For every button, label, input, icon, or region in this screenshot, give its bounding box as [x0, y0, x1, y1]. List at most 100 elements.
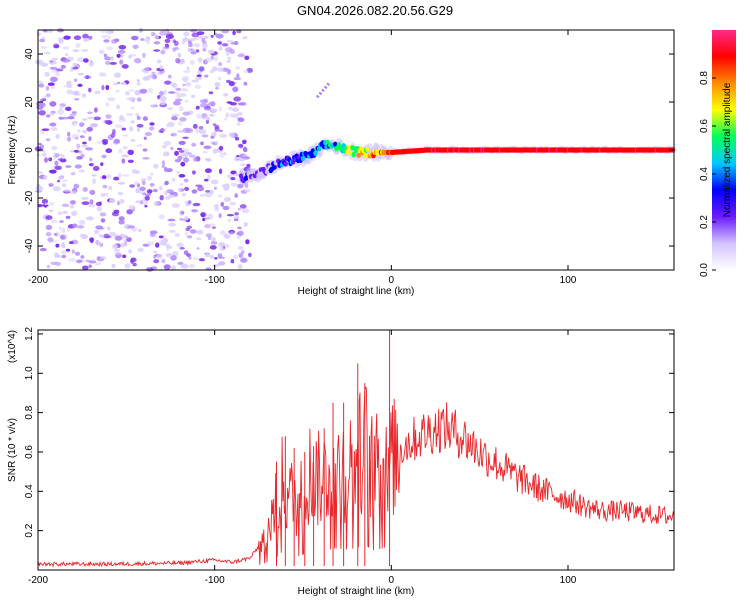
noise-speck [165, 253, 173, 258]
noise-speck [217, 253, 223, 259]
noise-speck [223, 186, 230, 191]
noise-speck [94, 229, 100, 234]
noise-speck [241, 257, 247, 262]
noise-speck [45, 232, 52, 237]
noise-speck [36, 32, 42, 36]
noise-speck [164, 180, 169, 186]
noise-speck [159, 186, 163, 190]
noise-speck [144, 204, 148, 208]
noise-speck [48, 112, 55, 116]
noise-speck [82, 187, 88, 192]
snr-series-line [37, 386, 675, 568]
noise-speck [108, 231, 117, 237]
noise-speck [69, 205, 75, 209]
noise-speck [75, 136, 79, 140]
spec-xtick-label: 100 [560, 275, 577, 286]
noise-speck [194, 76, 203, 80]
colorbar: 0.0 0.2 0.4 0.6 0.8 Normalized spectral ampl… [699, 30, 736, 277]
noise-speck [58, 38, 64, 44]
noise-speck [237, 264, 243, 270]
noise-speck [198, 126, 204, 130]
noise-speck [183, 157, 190, 163]
noise-speck [47, 237, 54, 242]
noise-speck [242, 36, 248, 40]
noise-speck [232, 30, 236, 36]
noise-speck [233, 215, 240, 219]
noise-speck [153, 259, 160, 264]
noise-speck [122, 254, 127, 259]
noise-speck [212, 263, 220, 268]
noise-speck [80, 255, 85, 259]
noise-speck [186, 225, 193, 229]
noise-speck [188, 42, 193, 48]
noise-speck [130, 139, 136, 142]
snr-y-label: SNR (10 * v/v) [7, 418, 18, 482]
noise-speck [109, 61, 117, 65]
noise-speck [177, 155, 183, 160]
noise-speck [43, 175, 48, 181]
noise-speck [215, 140, 219, 146]
noise-speck [176, 170, 180, 174]
noise-speck [174, 98, 183, 102]
noise-speck [218, 47, 223, 51]
noise-speck [204, 217, 211, 220]
noise-speck [92, 166, 100, 171]
noise-speck [180, 161, 186, 167]
noise-speck [65, 215, 71, 219]
noise-speck [211, 66, 218, 72]
spec-ytick-label: -40 [24, 238, 35, 253]
noise-speck [105, 235, 112, 239]
noise-speck [207, 49, 215, 54]
noise-speck [214, 126, 220, 132]
noise-speck [155, 242, 160, 248]
noise-speck [43, 51, 51, 55]
noise-speck [36, 153, 41, 157]
noise-speck [209, 245, 217, 250]
noise-speck [68, 241, 74, 245]
noise-speck [210, 135, 215, 139]
noise-speck [244, 55, 250, 61]
noise-speck [104, 56, 112, 61]
snr-ytick-label: 1.0 [24, 366, 35, 380]
noise-speck [195, 184, 203, 187]
noise-speck [233, 77, 242, 81]
noise-speck [114, 72, 121, 78]
noise-speck [163, 264, 171, 270]
noise-speck [115, 89, 120, 93]
noise-speck [192, 36, 199, 41]
noise-speck [210, 34, 214, 38]
noise-speck [196, 31, 205, 35]
noise-speck [166, 124, 170, 128]
noise-speck [69, 200, 76, 205]
noise-speck [212, 148, 218, 154]
noise-speck [66, 89, 73, 95]
noise-speck [109, 198, 116, 204]
noise-speck [111, 39, 118, 44]
noise-speck [226, 101, 233, 104]
noise-speck [45, 85, 50, 91]
noise-speck [182, 127, 190, 133]
noise-speck [191, 189, 198, 194]
noise-speck [199, 193, 206, 197]
noise-speck [184, 216, 189, 220]
noise-speck [234, 40, 239, 46]
noise-speck [149, 183, 155, 187]
noise-speck [128, 204, 136, 211]
noise-speck [146, 40, 150, 45]
noise-speck [120, 243, 126, 248]
noise-speck [50, 219, 58, 224]
noise-speck [41, 128, 50, 131]
noise-speck [50, 127, 58, 131]
noise-speck [62, 46, 70, 50]
noise-speck [175, 58, 181, 64]
noise-speck [221, 43, 229, 47]
noise-speck [137, 247, 144, 253]
noise-speck [186, 235, 193, 239]
noise-speck [87, 111, 93, 115]
noise-speck [122, 146, 128, 150]
noise-speck [78, 219, 86, 225]
noise-speck [117, 50, 126, 54]
noise-speck [225, 51, 230, 56]
noise-speck [183, 31, 190, 37]
